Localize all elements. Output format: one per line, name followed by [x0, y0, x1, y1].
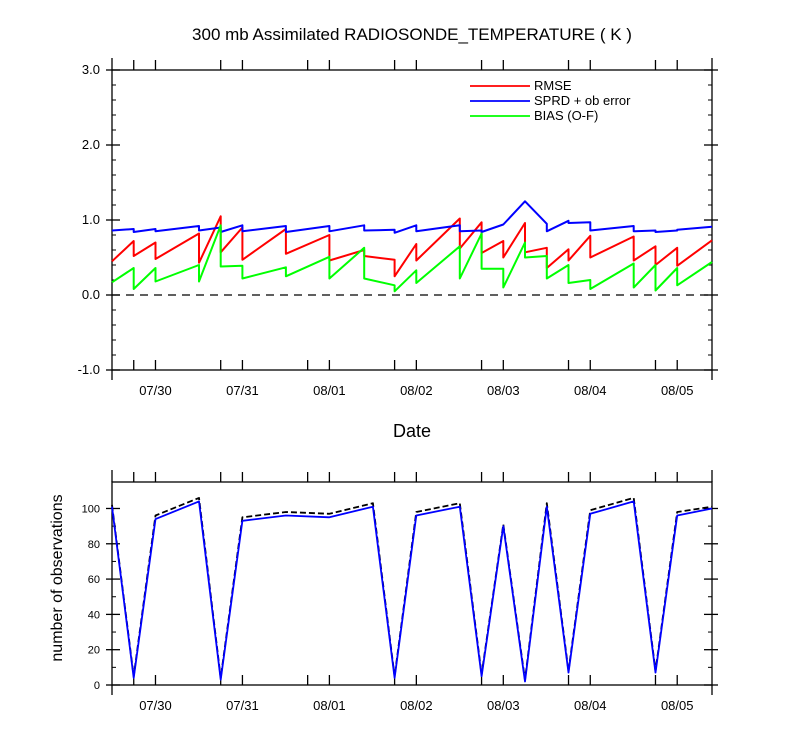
x-tick-label: 08/03 [487, 698, 520, 713]
x-tick-label: 08/01 [313, 383, 346, 398]
x-tick-label: 07/31 [226, 383, 259, 398]
x-tick-label: 08/03 [487, 383, 520, 398]
bottom-axes: 07/30 07/31 08/01 08/02 08/03 08/04 08/05 0 20 40… [82, 470, 718, 713]
legend-label: SPRD + ob error [534, 93, 631, 108]
bottom-chart: 07/30 07/31 08/01 08/02 08/03 08/04 08/05 0 20 40… [49, 470, 718, 713]
y-tick-label: 100 [82, 503, 100, 515]
x-tick-label: 08/04 [574, 698, 607, 713]
series-line-0 [111, 215, 713, 278]
y-tick-label: 0 [94, 680, 100, 692]
legend-label: BIAS (O-F) [534, 108, 598, 123]
series-line-1 [111, 200, 713, 234]
x-tick-label: 08/05 [661, 698, 694, 713]
y-tick-label: 40 [88, 609, 100, 621]
y-tick-label: -1.0 [78, 362, 100, 377]
y-tick-label: 80 [88, 539, 100, 551]
x-tick-label: 08/02 [400, 698, 433, 713]
y-axis-label-observations: number of observations [49, 494, 66, 661]
y-tick-label: 3.0 [82, 62, 100, 77]
top-chart: 07/30 07/31 08/01 08/02 08/03 08/04 08/05 -1.0 0… [78, 58, 718, 441]
x-tick-label: 08/04 [574, 383, 607, 398]
x-axis-label: Date [393, 421, 431, 441]
x-tick-label: 07/30 [139, 383, 172, 398]
top-series-group [111, 200, 713, 293]
x-tick-label: 08/02 [400, 383, 433, 398]
bottom-series-group [111, 496, 713, 683]
y-tick-label: 1.0 [82, 212, 100, 227]
chart-title: 300 mb Assimilated RADIOSONDE_TEMPERATUR… [192, 25, 632, 44]
series-line-2 [111, 224, 713, 293]
y-tick-label: 2.0 [82, 137, 100, 152]
legend-label: RMSE [534, 78, 572, 93]
x-tick-label: 08/01 [313, 698, 346, 713]
y-tick-label: 20 [88, 645, 100, 657]
x-tick-label: 08/05 [661, 383, 694, 398]
top-plot-frame [111, 69, 713, 371]
y-tick-label: 60 [88, 574, 100, 586]
y-tick-label: 0.0 [82, 287, 100, 302]
x-tick-label: 07/31 [226, 698, 259, 713]
bottom-plot-frame [111, 481, 713, 686]
top-axes: 07/30 07/31 08/01 08/02 08/03 08/04 08/05 -1.0 0… [78, 58, 718, 398]
series-line-1 [111, 500, 713, 683]
x-tick-label: 07/30 [139, 698, 172, 713]
